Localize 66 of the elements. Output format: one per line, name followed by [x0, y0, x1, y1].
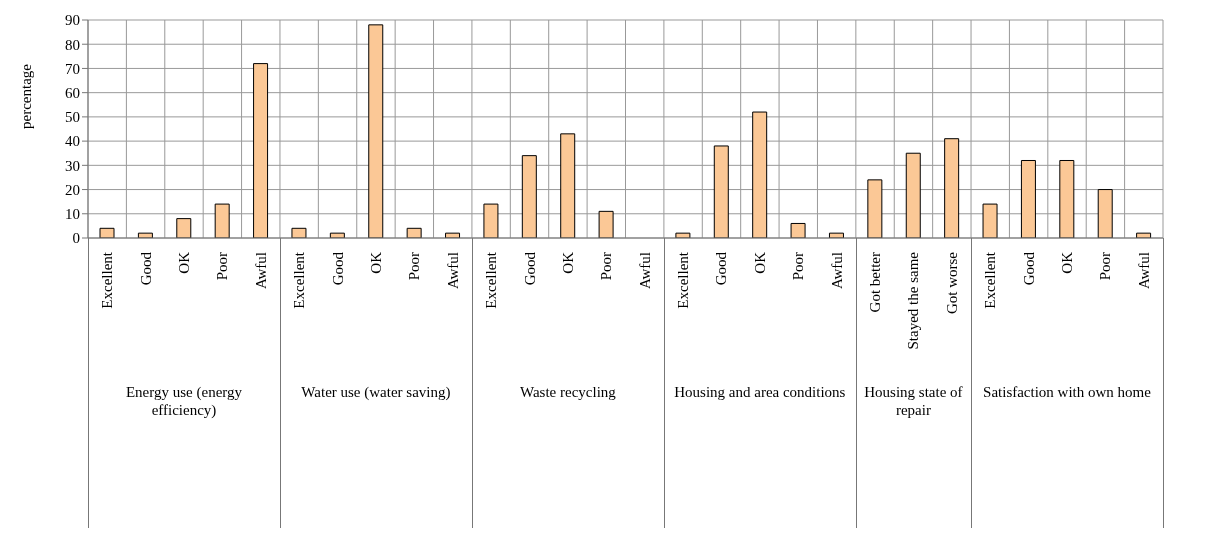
bar [291, 227, 307, 238]
y-tick-label: 30 [65, 157, 80, 174]
bar [214, 203, 230, 238]
bar [406, 227, 422, 238]
text: Housing state of repair [863, 383, 964, 419]
x-tick-label: OK [175, 251, 192, 274]
x-tick-label: Poor [1097, 252, 1114, 281]
bar [560, 133, 576, 238]
x-tick-label: OK [559, 251, 576, 274]
y-tick-label: 10 [65, 206, 80, 223]
bar [713, 145, 729, 238]
bar [483, 203, 499, 238]
x-tick-label: Stayed the same [905, 251, 922, 350]
text: Housing and area conditions [673, 383, 847, 401]
text: Water use (water saving) [300, 383, 452, 401]
y-tick-label: 40 [65, 133, 80, 150]
x-tick-label: Excellent [291, 251, 308, 309]
bar [905, 152, 921, 238]
x-tick-label: Poor [406, 252, 423, 281]
y-tick-label: 70 [65, 60, 80, 77]
x-tick-label: OK [751, 251, 768, 274]
bar [521, 155, 537, 238]
bar [1020, 159, 1036, 238]
bar [867, 179, 883, 238]
bar [944, 138, 960, 238]
x-tick-label: Good [713, 251, 730, 286]
x-tick-label: OK [367, 251, 384, 274]
x-tick-label: Poor [790, 252, 807, 281]
bar [982, 203, 998, 238]
x-tick-label: OK [1059, 251, 1076, 274]
y-tick-label: 20 [65, 181, 80, 198]
x-tick-label: Awful [636, 252, 653, 289]
bar [1059, 159, 1075, 238]
x-tick-label: Good [1020, 251, 1037, 286]
x-tick-label: Excellent [483, 251, 500, 309]
x-tick-label: Good [521, 251, 538, 286]
bar [99, 227, 115, 238]
x-tick-label: Good [329, 251, 346, 286]
x-tick-label: Excellent [675, 251, 692, 309]
x-tick-label: Got worse [943, 251, 960, 315]
x-tick-label: Got better [867, 252, 884, 313]
x-tick-label: Excellent [99, 251, 116, 309]
x-tick-label: Poor [214, 252, 231, 281]
y-tick-label: 90 [65, 12, 80, 29]
y-tick-label: 50 [65, 109, 80, 126]
y-tick-label: 0 [72, 230, 80, 247]
bar [1097, 189, 1113, 238]
x-tick-label: Awful [444, 252, 461, 289]
text: Satisfaction with own home [982, 383, 1152, 401]
bar [253, 63, 269, 238]
x-tick-label: Awful [828, 252, 845, 289]
x-tick-label: Good [137, 251, 154, 286]
y-tick-label: 80 [65, 36, 80, 53]
bar [790, 222, 806, 238]
bar [176, 218, 192, 238]
bar [598, 210, 614, 238]
x-tick-label: Awful [1135, 252, 1152, 289]
y-axis-title: percentage [18, 63, 35, 129]
text: Waste recycling [518, 383, 617, 401]
x-tick-label: Excellent [982, 251, 999, 309]
bar [752, 111, 768, 238]
x-tick-label: Awful [252, 252, 269, 289]
bar [368, 24, 384, 238]
text: Energy use (energy efficiency) [124, 383, 243, 419]
y-tick-label: 60 [65, 84, 80, 101]
x-tick-label: Poor [598, 252, 615, 281]
